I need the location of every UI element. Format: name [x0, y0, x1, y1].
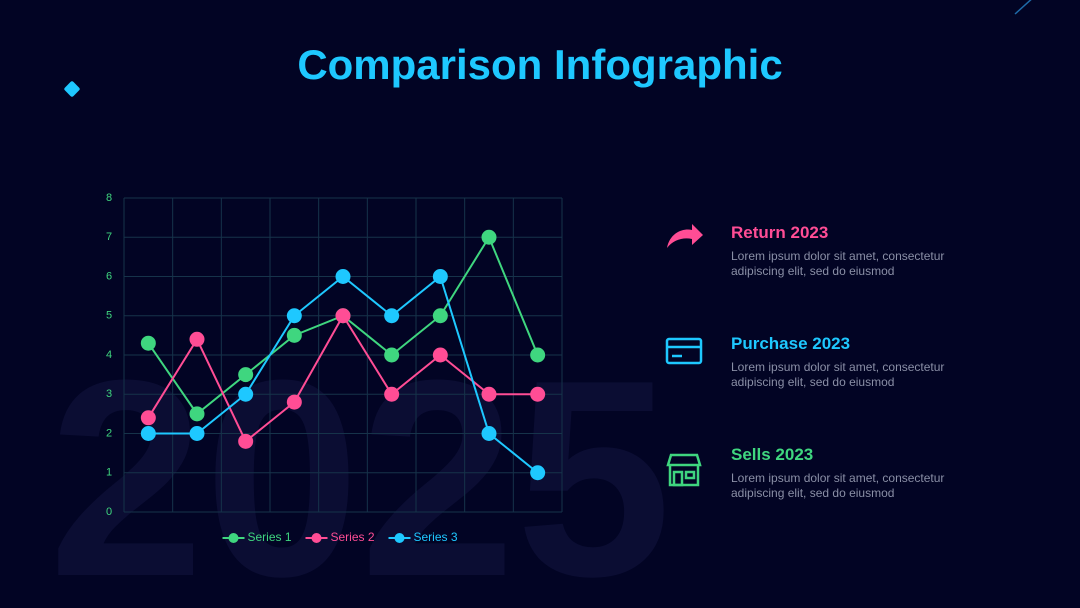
legend-label: Series 3 [414, 530, 458, 544]
point [238, 386, 254, 402]
point [481, 229, 497, 245]
point [384, 386, 400, 402]
point [530, 347, 546, 363]
point [481, 386, 497, 402]
item-text: Lorem ipsum dolor sit amet, consectetur … [731, 471, 945, 500]
point [530, 386, 546, 402]
point [432, 308, 448, 324]
y-tick-label: 5 [106, 310, 112, 322]
y-tick-label: 4 [106, 349, 112, 361]
item: Purchase 2023 Lorem ipsum dolor sit amet,… [731, 334, 981, 390]
legend-marker [311, 533, 322, 543]
point [481, 426, 497, 441]
icon-return [667, 224, 703, 248]
point [286, 394, 302, 410]
item-title: Purchase 2023 [731, 334, 851, 353]
y-tick-label: 2 [106, 427, 112, 439]
point [384, 308, 400, 324]
point [238, 433, 254, 449]
title: Comparison Infographic [297, 41, 782, 88]
y-tick-label: 1 [106, 467, 112, 479]
y-tick-label: 3 [106, 388, 112, 400]
icon-store [666, 453, 702, 487]
decor-diamond [64, 81, 80, 97]
watermark: 2025 [49, 323, 672, 608]
item-title: Return 2023 [731, 223, 829, 242]
point [432, 347, 448, 363]
legend-label: Series 1 [248, 530, 292, 544]
item: Return 2023 Lorem ipsum dolor sit amet, c… [731, 223, 981, 279]
point [189, 331, 205, 347]
y-tick-label: 0 [106, 506, 112, 518]
point [189, 426, 205, 441]
icon-purchase [665, 337, 703, 365]
y-tick-label: 6 [106, 270, 112, 282]
point [530, 465, 546, 481]
item-title: Sells 2023 [731, 445, 814, 464]
item: Sells 2023 Lorem ipsum dolor sit amet, co… [731, 445, 981, 501]
point [140, 335, 156, 351]
decor-line [1014, 0, 1032, 15]
point [335, 269, 351, 284]
point [140, 410, 156, 426]
y-tick-label: 7 [106, 231, 112, 243]
point [432, 269, 448, 284]
legend-marker [228, 533, 239, 543]
point [189, 406, 205, 422]
legend-label: Series 2 [331, 530, 375, 544]
point [335, 308, 351, 324]
point [286, 308, 302, 324]
legend-marker [394, 533, 405, 543]
point [140, 426, 156, 441]
point [238, 367, 254, 383]
point [286, 327, 302, 343]
y-tick-label: 8 [106, 192, 112, 204]
item-text: Lorem ipsum dolor sit amet, consectetur … [731, 360, 945, 389]
point [384, 347, 400, 363]
item-text: Lorem ipsum dolor sit amet, consectetur … [731, 249, 945, 278]
